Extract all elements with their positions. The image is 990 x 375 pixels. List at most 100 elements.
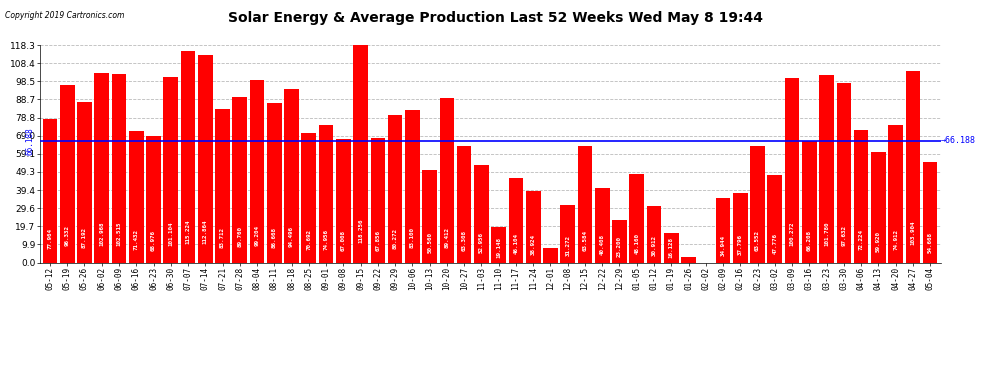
Text: 102.968: 102.968 <box>99 221 104 246</box>
Bar <box>802 141 817 262</box>
Text: 101.104: 101.104 <box>168 221 173 246</box>
Text: 115.224: 115.224 <box>185 219 190 244</box>
Bar <box>837 83 851 262</box>
Text: 67.856: 67.856 <box>375 230 380 251</box>
Bar <box>198 55 213 262</box>
Text: Solar Energy & Average Production Last 52 Weeks Wed May 8 19:44: Solar Energy & Average Production Last 5… <box>228 11 762 25</box>
Text: 86.668: 86.668 <box>272 227 277 248</box>
Text: 30.912: 30.912 <box>651 235 656 256</box>
Bar <box>129 131 144 262</box>
Bar <box>456 146 471 262</box>
Text: 96.332: 96.332 <box>64 225 69 246</box>
Bar <box>94 73 109 262</box>
Text: 31.272: 31.272 <box>565 235 570 256</box>
Text: 46.104: 46.104 <box>514 233 519 254</box>
Text: 74.956: 74.956 <box>324 229 329 250</box>
Bar <box>233 98 248 262</box>
Text: 97.632: 97.632 <box>842 225 846 246</box>
Text: 70.692: 70.692 <box>306 229 311 250</box>
Text: 37.796: 37.796 <box>738 234 742 255</box>
Text: 83.712: 83.712 <box>220 227 225 248</box>
Text: 40.408: 40.408 <box>600 234 605 255</box>
Bar <box>646 206 661 262</box>
Bar <box>249 80 264 262</box>
Bar <box>716 198 731 262</box>
Text: 66.208: 66.208 <box>807 230 812 251</box>
Text: 100.272: 100.272 <box>790 221 795 246</box>
Text: 99.204: 99.204 <box>254 225 259 246</box>
Bar <box>526 191 541 262</box>
Bar <box>319 125 334 262</box>
Bar <box>664 233 678 262</box>
Bar <box>750 146 765 262</box>
Text: 63.584: 63.584 <box>582 230 587 251</box>
Bar <box>888 125 903 262</box>
Bar <box>612 220 627 262</box>
Text: 77.964: 77.964 <box>48 228 52 249</box>
Text: 83.100: 83.100 <box>410 228 415 249</box>
Text: 54.668: 54.668 <box>928 232 933 253</box>
Text: 16.128: 16.128 <box>669 237 674 258</box>
Bar <box>491 227 506 262</box>
Bar <box>370 138 385 262</box>
Bar <box>785 78 799 262</box>
Bar <box>630 174 644 262</box>
Text: 74.912: 74.912 <box>893 229 898 250</box>
Text: 34.944: 34.944 <box>721 234 726 255</box>
Bar <box>77 102 92 262</box>
Text: 68.976: 68.976 <box>151 230 156 251</box>
Bar <box>820 75 834 262</box>
Text: →66.188: →66.188 <box>940 136 975 145</box>
Bar <box>336 139 350 262</box>
Bar <box>423 170 437 262</box>
Bar <box>147 136 160 262</box>
Text: 118.256: 118.256 <box>358 219 363 243</box>
Text: 50.560: 50.560 <box>427 232 433 253</box>
Bar <box>853 130 868 262</box>
Text: 72.224: 72.224 <box>858 229 863 250</box>
Text: 52.956: 52.956 <box>479 232 484 253</box>
Bar <box>509 178 524 262</box>
Text: 19.148: 19.148 <box>496 237 501 258</box>
Bar <box>681 257 696 262</box>
Bar <box>163 76 178 262</box>
Bar <box>544 248 557 262</box>
Bar <box>405 110 420 262</box>
Text: 63.308: 63.308 <box>461 230 466 251</box>
Bar <box>353 45 368 262</box>
Text: 87.192: 87.192 <box>82 227 87 248</box>
Bar <box>560 205 575 262</box>
Text: 38.924: 38.924 <box>531 234 536 255</box>
Bar <box>59 86 74 262</box>
Bar <box>112 74 127 262</box>
Bar <box>923 162 938 262</box>
Text: Copyright 2019 Cartronics.com: Copyright 2019 Cartronics.com <box>5 11 125 20</box>
Bar <box>733 193 747 262</box>
Text: 67.008: 67.008 <box>341 230 346 251</box>
Bar <box>43 119 57 262</box>
Text: 80.272: 80.272 <box>393 228 398 249</box>
Text: 71.432: 71.432 <box>134 229 139 250</box>
Bar <box>388 115 403 262</box>
Bar <box>595 188 610 262</box>
Bar <box>767 175 782 262</box>
Bar <box>577 146 592 262</box>
Text: 89.760: 89.760 <box>238 226 243 248</box>
Text: 112.864: 112.864 <box>203 219 208 244</box>
Text: 59.920: 59.920 <box>876 231 881 252</box>
Text: 94.496: 94.496 <box>289 226 294 247</box>
Bar <box>267 103 281 262</box>
Text: 63.552: 63.552 <box>755 230 760 251</box>
Text: 23.200: 23.200 <box>617 236 622 257</box>
Text: 101.780: 101.780 <box>824 221 829 246</box>
Bar <box>215 109 230 262</box>
Bar <box>871 152 886 262</box>
Text: 89.412: 89.412 <box>445 226 449 248</box>
Bar <box>440 98 454 262</box>
Bar <box>474 165 489 262</box>
Text: 47.776: 47.776 <box>772 232 777 254</box>
Bar <box>181 51 195 262</box>
Text: 102.515: 102.515 <box>117 221 122 246</box>
Text: 66.188: 66.188 <box>26 127 35 154</box>
Bar <box>284 89 299 262</box>
